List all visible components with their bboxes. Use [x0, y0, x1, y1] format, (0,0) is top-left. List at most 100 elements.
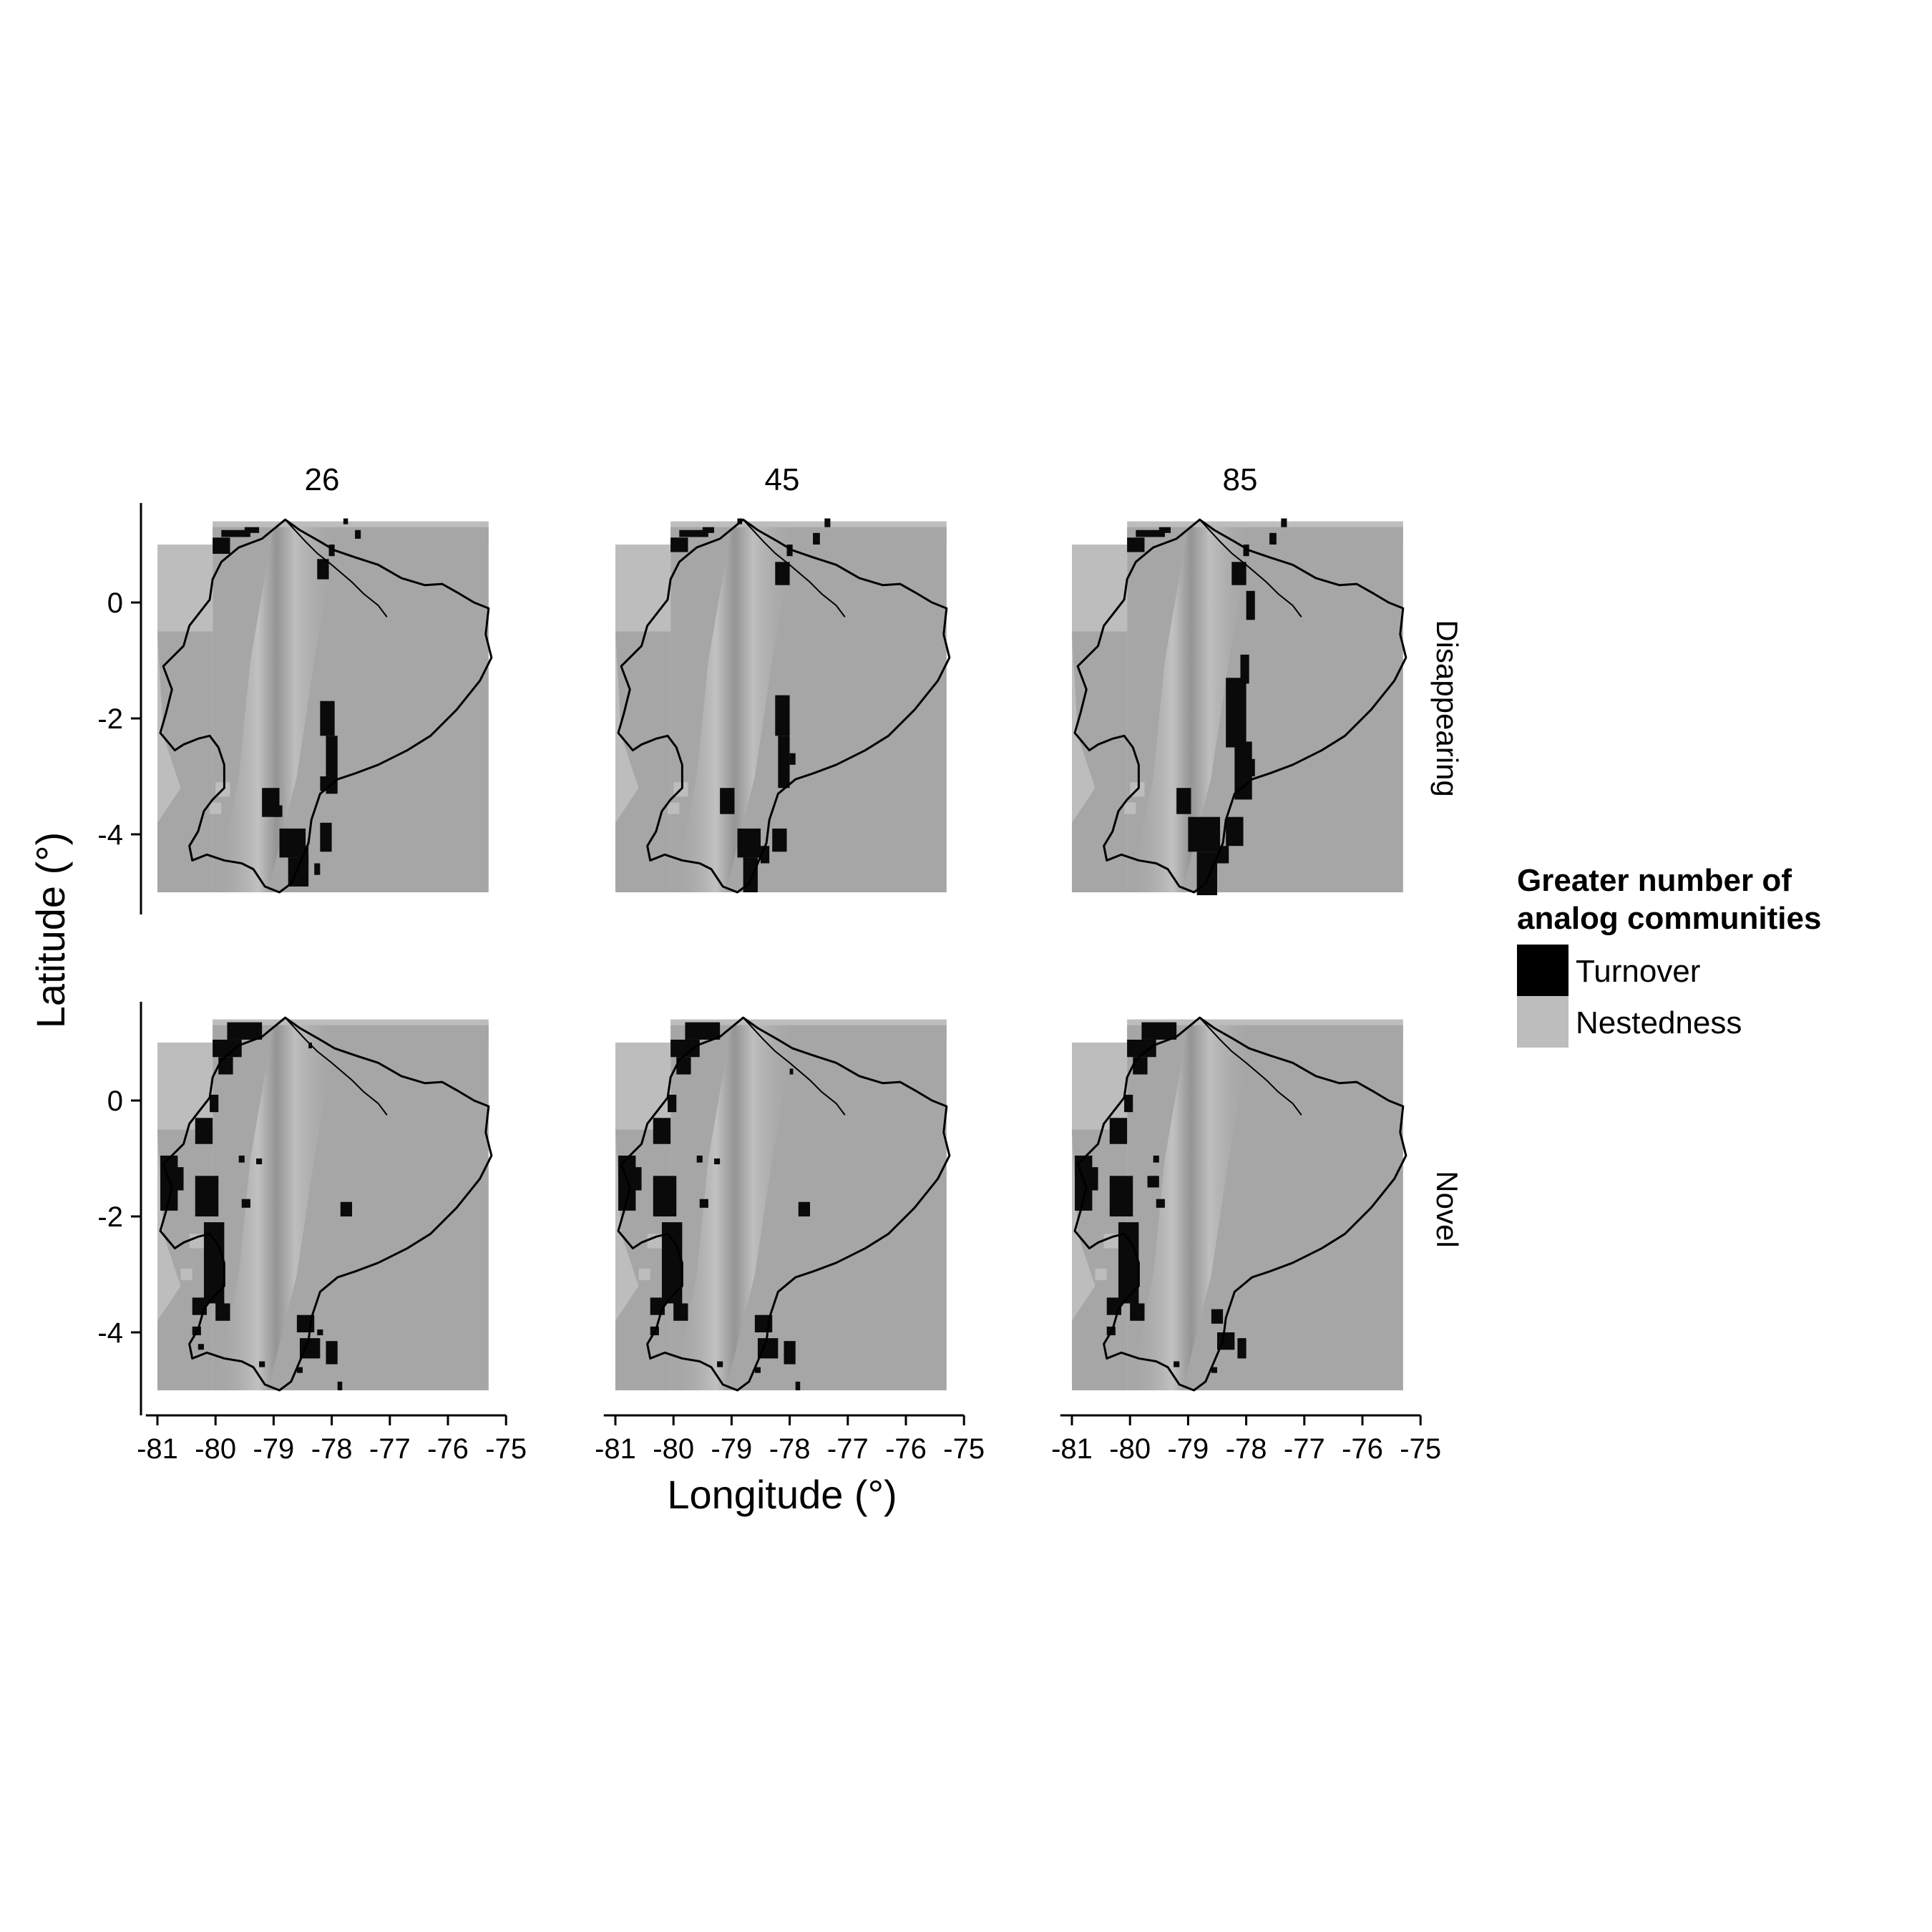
x-tick-label: -76: [427, 1433, 469, 1465]
turnover-cell: [299, 846, 309, 867]
x-tick-label: -79: [253, 1433, 294, 1465]
turnover-cell: [1153, 1155, 1159, 1163]
turnover-cell: [679, 530, 708, 537]
x-axis-title: Longitude (°): [667, 1472, 897, 1517]
turnover-cell: [685, 1022, 721, 1040]
x-axis-85: -81 -80 -79 -78 -77 -76 -75: [1051, 1414, 1441, 1465]
turnover-cell: [798, 1201, 811, 1216]
nestedness-cell: [668, 802, 680, 814]
terrain-andes-ridge: [215, 1025, 338, 1390]
turnover-cell: [789, 1068, 794, 1075]
turnover-cell: [795, 1381, 801, 1390]
turnover-cell: [227, 1022, 263, 1040]
turnover-cell: [775, 695, 790, 736]
turnover-cell: [195, 1176, 219, 1216]
turnover-cell: [720, 788, 735, 814]
turnover-cell: [218, 1057, 233, 1075]
turnover-cell: [1174, 1361, 1180, 1367]
nestedness-cell: [1124, 802, 1136, 814]
legend-swatch-turnover: [1517, 945, 1568, 996]
facet-title-26: 26: [305, 462, 340, 497]
nestedness-cell: [210, 802, 222, 814]
turnover-cell: [696, 1155, 703, 1163]
x-tick-label: -81: [1051, 1433, 1093, 1465]
turnover-cell: [650, 1297, 665, 1315]
turnover-cell: [1156, 1199, 1165, 1208]
turnover-cell: [1226, 678, 1246, 748]
turnover-cell: [1246, 590, 1255, 620]
y-tick-label: -2: [97, 1201, 123, 1233]
turnover-cell: [1243, 545, 1249, 557]
turnover-cell: [328, 545, 335, 557]
turnover-cell: [743, 857, 758, 892]
legend-label-nestedness: Nestedness: [1576, 1005, 1742, 1040]
x-tick-label: -81: [595, 1433, 636, 1465]
x-tick-label: -75: [485, 1433, 527, 1465]
ecuador-outline: [159, 518, 493, 894]
turnover-cell: [343, 518, 348, 525]
turnover-cell: [326, 1341, 338, 1365]
turnover-cell: [717, 1361, 723, 1367]
x-tick-label: -78: [1226, 1433, 1267, 1465]
x-tick-label: -75: [1400, 1433, 1441, 1465]
y-tick-label: -4: [97, 1317, 123, 1349]
x-tick-label: -76: [885, 1433, 927, 1465]
turnover-cell: [1127, 537, 1145, 552]
turnover-cell: [1237, 1338, 1246, 1359]
turnover-cell: [1240, 654, 1249, 684]
ecuador-outline: [617, 1016, 951, 1392]
turnover-cell: [1136, 530, 1165, 537]
turnover-cell: [320, 822, 332, 852]
turnover-cell: [296, 1367, 303, 1373]
terrain-andes-ridge: [673, 1025, 796, 1390]
turnover-cell: [1133, 1057, 1148, 1075]
turnover-cell: [192, 1297, 208, 1315]
turnover-cell: [653, 1176, 677, 1216]
x-tick-label: -81: [137, 1433, 178, 1465]
turnover-cell: [653, 1118, 671, 1144]
turnover-cell: [786, 545, 793, 557]
turnover-cell: [314, 863, 321, 875]
map-panel-disappearing-45: [615, 518, 951, 894]
border-line: [1199, 519, 1302, 618]
turnover-cell: [215, 1303, 230, 1321]
y-tick-label: 0: [107, 1085, 123, 1117]
turnover-cell: [1141, 1022, 1177, 1040]
nestedness-cell: [638, 1268, 650, 1281]
terrain-andes-ridge: [673, 527, 796, 892]
turnover-cell: [259, 1361, 265, 1367]
turnover-cell: [317, 1329, 323, 1336]
x-tick-label: -80: [653, 1433, 694, 1465]
turnover-cell: [340, 1201, 353, 1216]
turnover-cell: [221, 530, 250, 537]
x-axis-45: -81 -80 -79 -78 -77 -76 -75: [595, 1414, 985, 1465]
turnover-cell: [702, 527, 715, 533]
turnover-cell: [673, 1303, 688, 1321]
x-tick-label: -78: [311, 1433, 353, 1465]
x-tick-label: -77: [1284, 1433, 1325, 1465]
turnover-cell: [714, 1158, 721, 1165]
turnover-cell: [784, 1341, 796, 1365]
turnover-cell: [244, 527, 260, 533]
x-tick-label: -77: [827, 1433, 869, 1465]
turnover-cell: [355, 530, 361, 539]
x-tick-label: -78: [769, 1433, 811, 1465]
turnover-cell: [210, 1094, 219, 1113]
turnover-cell: [1124, 1094, 1133, 1113]
turnover-cell: [824, 518, 831, 527]
facet-strip-novel: Novel: [1430, 1171, 1464, 1247]
turnover-cell: [1188, 816, 1221, 852]
legend-swatch-nestedness: [1517, 996, 1568, 1048]
x-tick-label: -80: [1109, 1433, 1151, 1465]
turnover-cell: [754, 1367, 761, 1373]
turnover-cell: [337, 1381, 343, 1390]
turnover-cell: [789, 753, 796, 765]
x-tick-label: -79: [1167, 1433, 1209, 1465]
x-axis-26: -81 -80 -79 -78 -77 -76 -75: [137, 1414, 527, 1465]
turnover-cell: [775, 562, 790, 585]
x-tick-label: -79: [711, 1433, 752, 1465]
turnover-cell: [213, 537, 230, 554]
turnover-cell: [1106, 1297, 1122, 1315]
turnover-cell: [630, 1167, 642, 1191]
